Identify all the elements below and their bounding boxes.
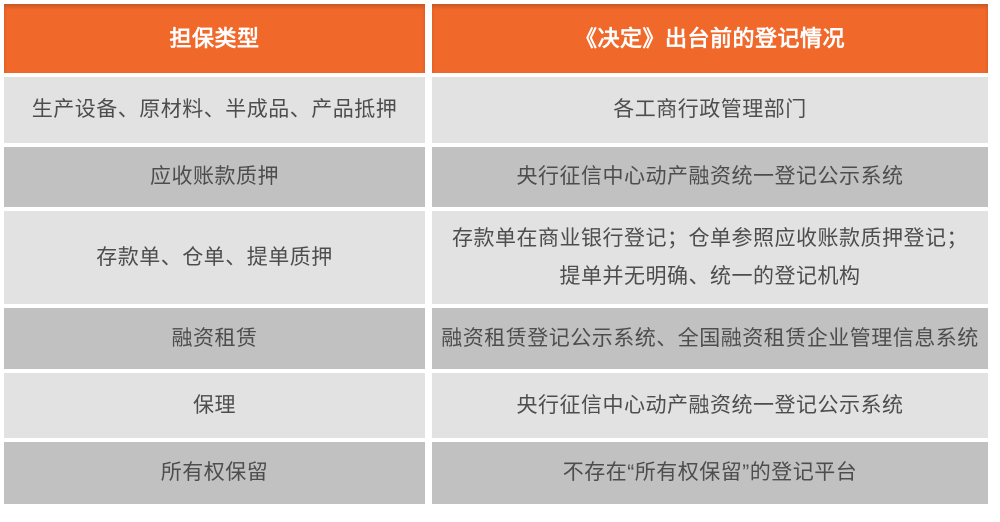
cell-registration-row4: 融资租赁登记公示系统、全国融资租赁企业管理信息系统 [432, 308, 988, 369]
cell-registration-row3: 存款单在商业银行登记；仓单参照应收账款质押登记； 提单并无明确、统一的登记机构 [432, 211, 988, 304]
cell-registration-row1: 各工商行政管理部门 [432, 77, 988, 143]
header-pre-decision-registration: 《决定》出台前的登记情况 [432, 4, 988, 73]
cell-guarantee-type-row6: 所有权保留 [4, 442, 425, 504]
cell-guarantee-type-row1: 生产设备、原材料、半成品、产品抵押 [4, 77, 425, 143]
cell-guarantee-type-row3: 存款单、仓单、提单质押 [4, 211, 425, 304]
cell-registration-row5: 央行征信中心动产融资统一登记公示系统 [432, 373, 988, 438]
cell-guarantee-type-row2: 应收账款质押 [4, 147, 425, 207]
guarantee-registration-table: 担保类型 《决定》出台前的登记情况 生产设备、原材料、半成品、产品抵押 各工商行… [4, 4, 988, 504]
cell-registration-row2: 央行征信中心动产融资统一登记公示系统 [432, 147, 988, 207]
cell-guarantee-type-row5: 保理 [4, 373, 425, 438]
cell-guarantee-type-row4: 融资租赁 [4, 308, 425, 369]
cell-registration-row6: 不存在“所有权保留”的登记平台 [432, 442, 988, 504]
header-guarantee-type: 担保类型 [4, 4, 425, 73]
